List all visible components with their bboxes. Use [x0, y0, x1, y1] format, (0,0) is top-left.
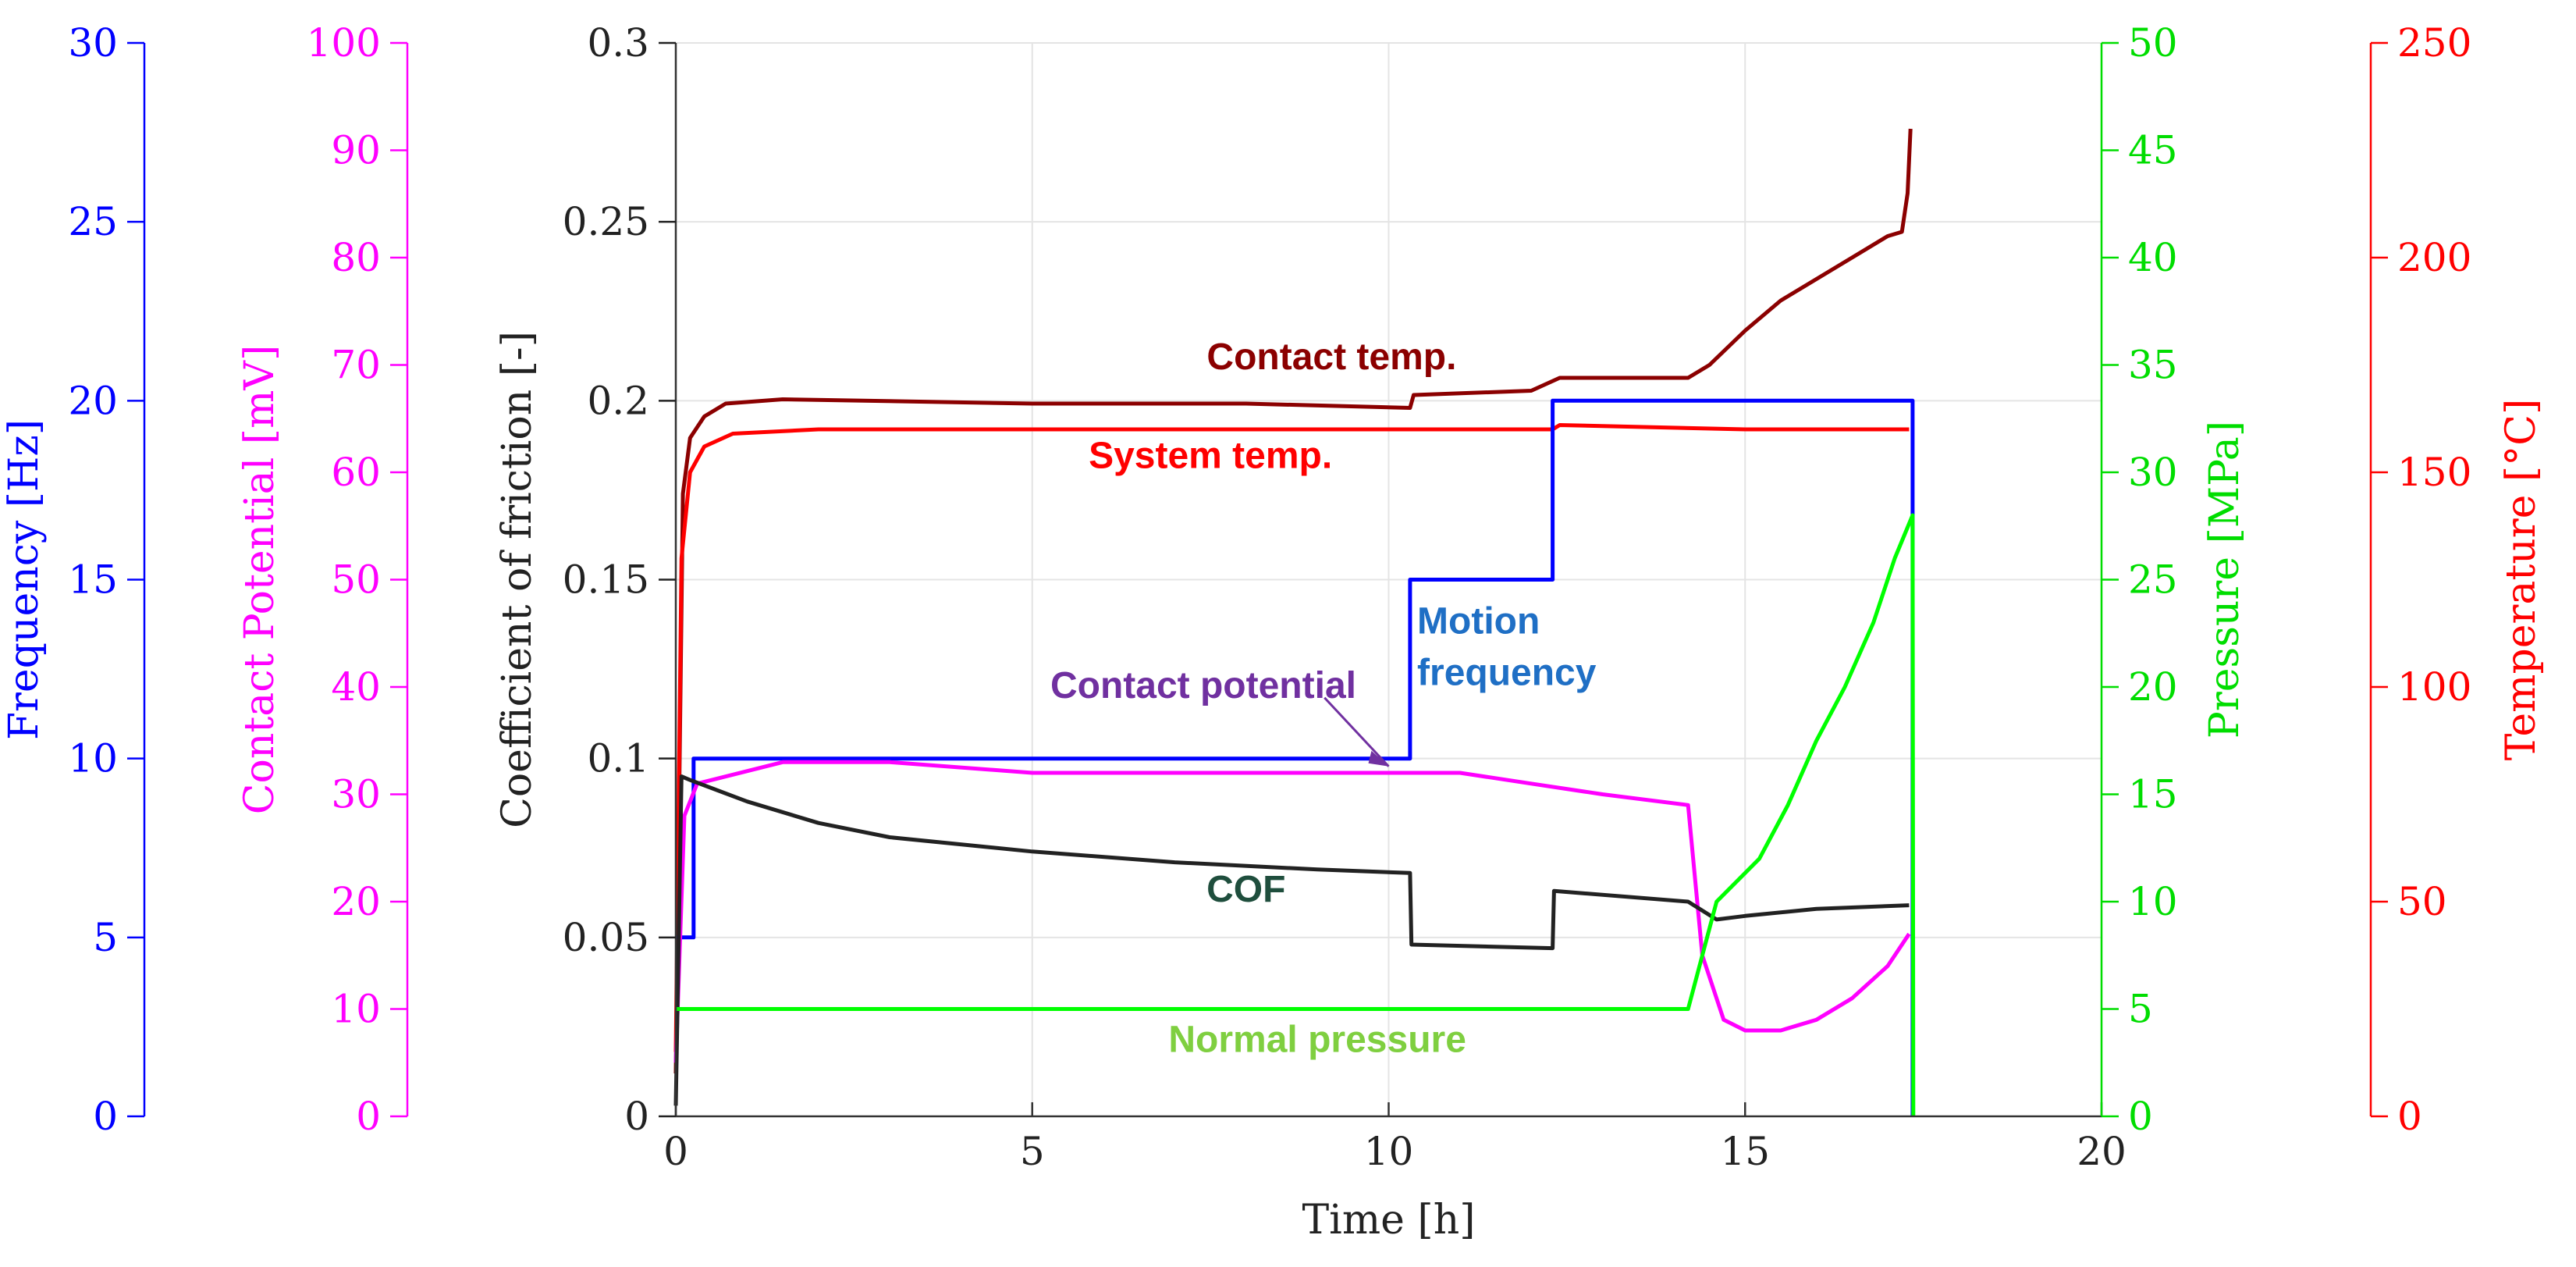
pressure-tick-label-8: 40	[2128, 235, 2178, 280]
cof-tick-label-1: 0.05	[563, 915, 649, 960]
cof-tick-label-4: 0.2	[587, 378, 649, 423]
cof-tick-label-0: 0	[624, 1094, 649, 1139]
potential-tick-label-8: 80	[331, 235, 381, 280]
frequency-tick-label-4: 20	[68, 378, 118, 423]
annotation-2-line-2: frequency	[1417, 652, 1597, 693]
pressure-tick-label-9: 45	[2128, 128, 2178, 173]
pressure-tick-label-4: 20	[2128, 664, 2178, 710]
x-tick-label-4: 20	[2077, 1129, 2127, 1174]
potential-tick-label-2: 20	[331, 879, 381, 924]
x-tick-label-2: 10	[1364, 1129, 1414, 1174]
annotation-0: Contact temp.	[1206, 336, 1456, 378]
x-tick-label-0: 0	[663, 1129, 688, 1174]
x-tick-label-3: 15	[1720, 1129, 1770, 1174]
pressure-tick-label-10: 50	[2128, 20, 2178, 66]
series-line-frequency-2	[676, 398, 1915, 1116]
series-line-cof-4	[673, 774, 1910, 1106]
pressure-axis-title: Pressure [MPa]	[2201, 421, 2248, 738]
series-layer	[673, 128, 1916, 1117]
pressure-tick-label-6: 30	[2128, 450, 2178, 495]
frequency-tick-label-1: 5	[93, 915, 118, 960]
potential-tick-label-6: 60	[331, 450, 381, 495]
pressure-tick-label-0: 0	[2128, 1094, 2153, 1139]
temperature-tick-label-5: 250	[2397, 20, 2471, 66]
cof-axis-title: Coefficient of friction [-]	[494, 331, 541, 828]
temperature-tick-label-3: 150	[2397, 450, 2471, 495]
x-axis-title: Time [h]	[1302, 1197, 1476, 1244]
annotation-5: Normal pressure	[1168, 1020, 1466, 1061]
pressure-tick-label-3: 15	[2128, 772, 2178, 817]
frequency-axis-title: Frequency [Hz]	[1, 419, 48, 740]
axes-layer: 0 5 10 15 20 Time [h] 0 5 10 15 20 25 30 Frequency [H…	[1, 20, 2545, 1244]
potential-tick-label-9: 90	[331, 128, 381, 173]
potential-tick-label-10: 100	[307, 20, 381, 66]
annotation-2-line-1: Motion	[1417, 600, 1540, 642]
pressure-tick-label-1: 5	[2128, 987, 2153, 1032]
pressure-tick-label-5: 25	[2128, 557, 2178, 603]
potential-tick-label-4: 40	[331, 664, 381, 710]
series-line-potential-3	[673, 760, 1911, 1063]
potential-tick-label-0: 0	[356, 1094, 381, 1139]
series-line-temperature-0	[673, 128, 1913, 1074]
temperature-tick-label-4: 200	[2397, 235, 2471, 280]
potential-tick-label-3: 30	[331, 772, 381, 817]
annotations-layer: Contact temp. System temp. Motion frequency…	[1050, 336, 1597, 1061]
frequency-tick-label-5: 25	[68, 199, 118, 244]
pressure-tick-label-2: 10	[2128, 879, 2178, 924]
frequency-tick-label-3: 15	[68, 557, 118, 603]
annotation-arrow-head	[1368, 750, 1389, 767]
potential-tick-label-7: 70	[331, 343, 381, 388]
cof-tick-label-5: 0.25	[563, 199, 649, 244]
potential-axis-title: Contact Potential [mV]	[236, 345, 283, 815]
temperature-tick-label-1: 50	[2397, 879, 2447, 924]
annotation-3: Contact potential	[1050, 665, 1356, 706]
frequency-tick-label-6: 30	[68, 20, 118, 66]
annotation-1: System temp.	[1089, 436, 1332, 477]
cof-tick-label-3: 0.15	[563, 557, 649, 603]
cof-tick-label-6: 0.3	[587, 20, 649, 66]
x-tick-label-1: 5	[1020, 1129, 1045, 1174]
series-line-pressure-5	[676, 513, 1916, 1117]
cof-tick-label-2: 0.1	[587, 736, 649, 781]
temperature-axis-title: Temperature [°C]	[2498, 399, 2545, 761]
annotation-arrow-line	[1324, 696, 1390, 767]
annotation-2: Motion frequency	[1417, 600, 1597, 693]
temperature-tick-label-0: 0	[2397, 1094, 2422, 1139]
temperature-tick-label-2: 100	[2397, 664, 2471, 710]
pressure-tick-label-7: 35	[2128, 343, 2178, 388]
potential-tick-label-5: 50	[331, 557, 381, 603]
frequency-tick-label-2: 10	[68, 736, 118, 781]
frequency-tick-label-0: 0	[93, 1094, 118, 1139]
series-line-temperature-1	[673, 423, 1910, 1052]
potential-tick-label-1: 10	[331, 987, 381, 1032]
annotation-4: COF	[1206, 869, 1285, 910]
